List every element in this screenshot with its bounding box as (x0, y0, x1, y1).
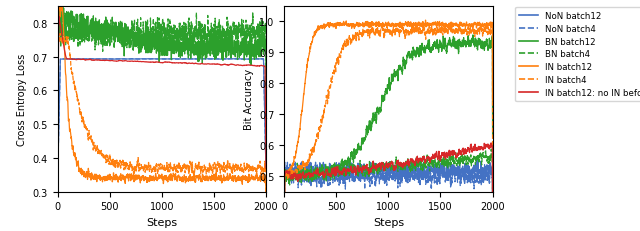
X-axis label: Steps: Steps (146, 217, 177, 227)
Legend: NoN batch12, NoN batch4, BN batch12, BN batch4, IN batch12, IN batch4, IN batch1: NoN batch12, NoN batch4, BN batch12, BN … (515, 8, 640, 102)
Y-axis label: Cross Entropy Loss: Cross Entropy Loss (17, 53, 27, 145)
Y-axis label: Bit Accuracy: Bit Accuracy (244, 69, 253, 130)
X-axis label: Steps: Steps (373, 217, 404, 227)
